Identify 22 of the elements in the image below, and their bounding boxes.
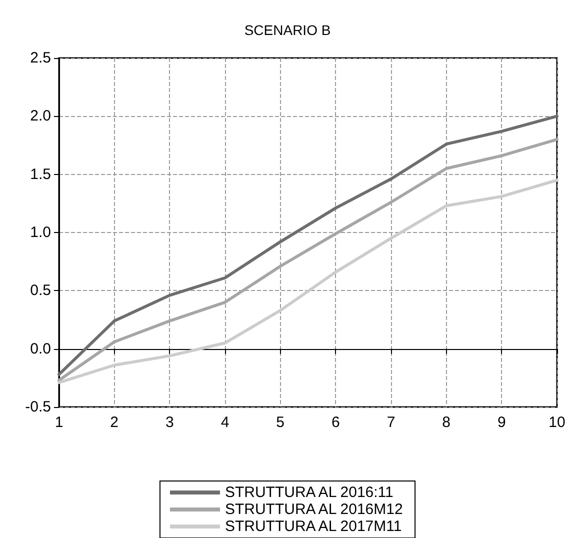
x-tick-label: 1 xyxy=(54,414,64,431)
y-tick-label: 2.5 xyxy=(30,50,51,66)
x-tick-label: 9 xyxy=(497,414,506,431)
y-tick-label: 0.5 xyxy=(30,282,51,300)
y-tick-label: -0.5 xyxy=(25,398,51,416)
x-tick-label: 7 xyxy=(386,414,396,431)
x-tick-label: 2 xyxy=(110,414,119,431)
line-series xyxy=(58,178,558,384)
x-tick-label: 6 xyxy=(331,414,340,431)
x-tick-label: 5 xyxy=(276,414,285,431)
y-tick-label: 0.0 xyxy=(30,340,51,358)
y-tick-label: 1.0 xyxy=(30,224,51,241)
y-tick-label: 2.0 xyxy=(30,108,51,125)
legend-label: STRUTTURA AL 2016:11 xyxy=(224,484,394,501)
legend-label: STRUTTURA AL 2017M11 xyxy=(224,518,402,535)
legend-label: STRUTTURA AL 2016M12 xyxy=(224,501,403,518)
x-tick-label: 3 xyxy=(165,414,174,431)
x-tick-label: 8 xyxy=(442,414,451,431)
x-tick-label: 4 xyxy=(220,414,230,431)
x-tick-label: 10 xyxy=(548,414,566,431)
y-tick-label: 1.5 xyxy=(30,166,51,183)
chart-title: SCENARIO B xyxy=(244,22,331,38)
